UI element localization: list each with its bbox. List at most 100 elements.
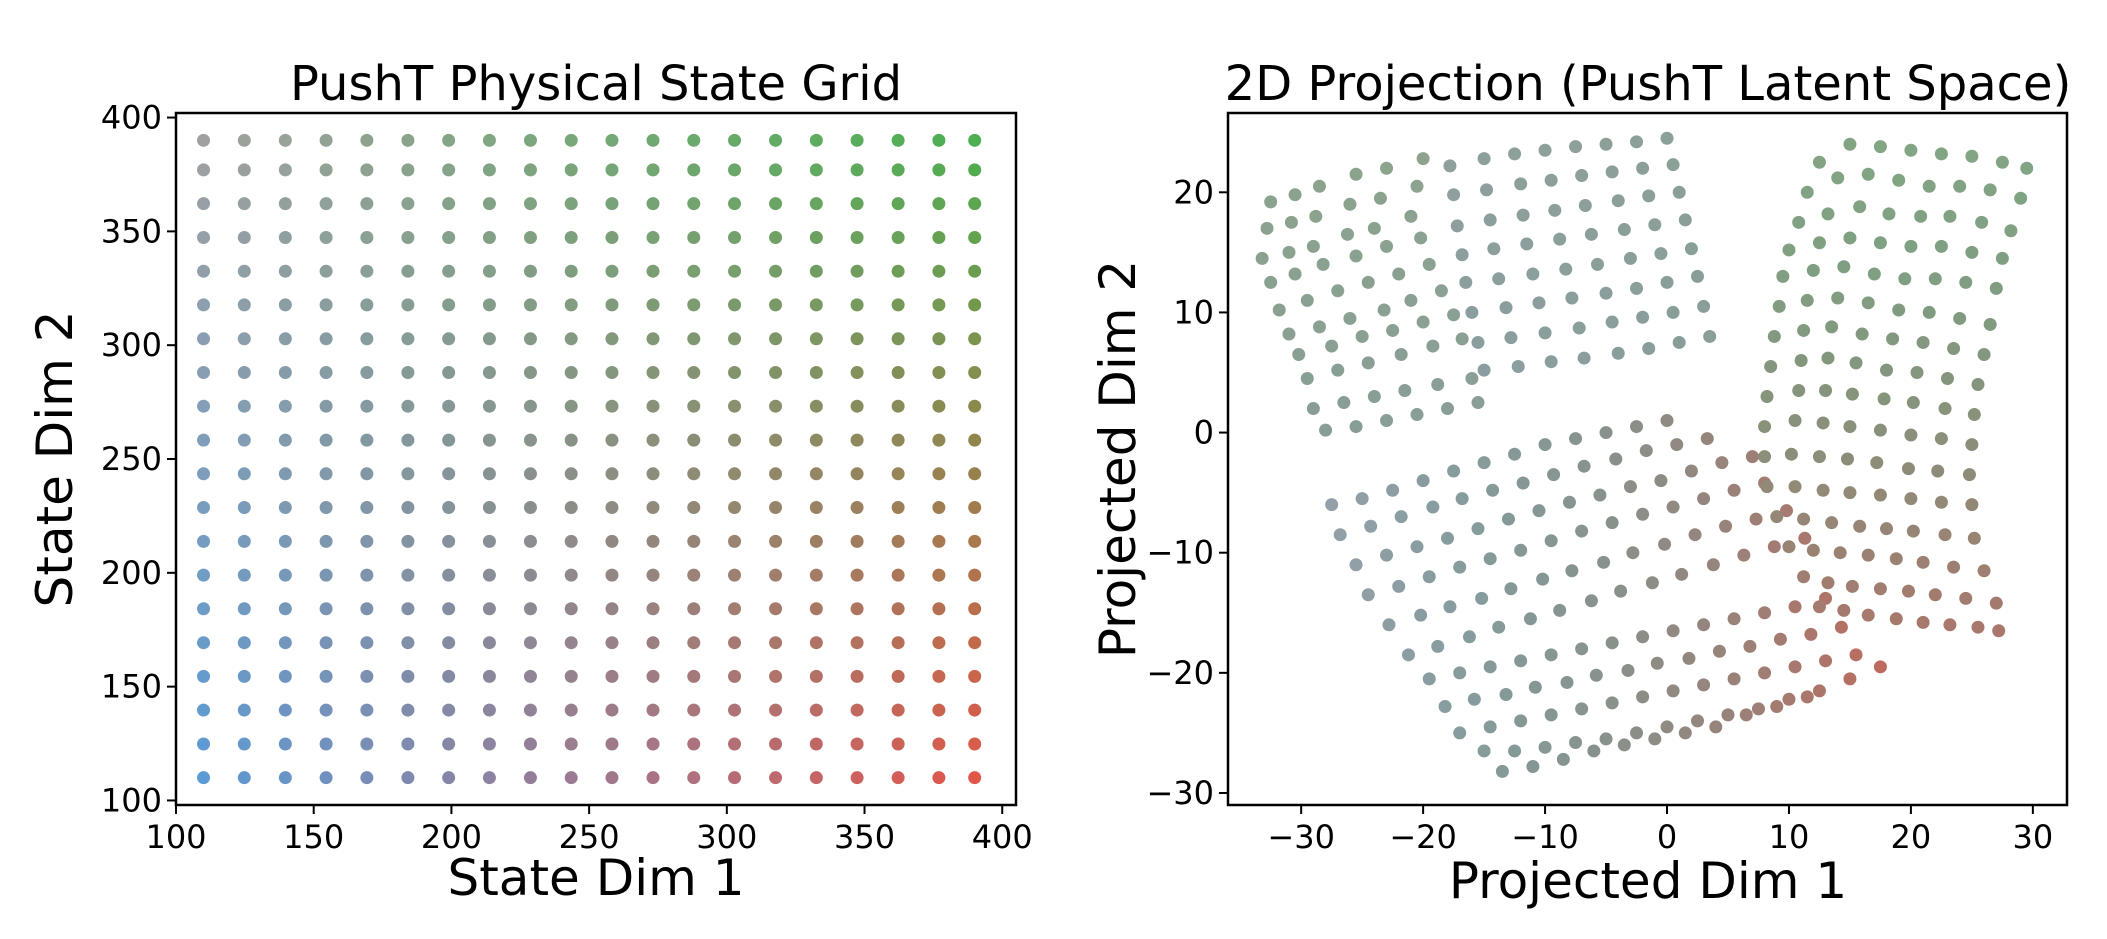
grid-point bbox=[850, 264, 864, 278]
projected-point bbox=[1325, 498, 1339, 512]
projected-point bbox=[1504, 331, 1518, 345]
grid-point bbox=[968, 399, 982, 413]
projected-point bbox=[1825, 320, 1839, 334]
projected-point bbox=[1361, 356, 1375, 370]
projected-point bbox=[1544, 534, 1558, 548]
projected-point bbox=[1760, 480, 1774, 494]
right-x-tick-label: 20 bbox=[1891, 818, 1932, 856]
grid-point bbox=[809, 433, 823, 447]
grid-point bbox=[237, 231, 251, 245]
grid-point bbox=[523, 366, 537, 379]
grid-point bbox=[237, 771, 251, 785]
grid-point bbox=[769, 636, 783, 650]
projected-point bbox=[1758, 666, 1772, 680]
projected-point bbox=[1565, 291, 1579, 305]
grid-point bbox=[769, 133, 783, 147]
projected-point bbox=[1782, 243, 1796, 257]
projected-point bbox=[1367, 221, 1381, 235]
projected-point bbox=[1532, 296, 1546, 310]
grid-point bbox=[278, 602, 292, 616]
grid-point bbox=[278, 534, 292, 548]
projected-point bbox=[1441, 402, 1455, 416]
projected-point bbox=[1282, 327, 1296, 341]
projected-point bbox=[1499, 687, 1513, 701]
grid-point bbox=[932, 669, 946, 683]
right-axis-ticks: −30 −20 −10 0 10 20 30 −30 −20 −10 0 10 20 bbox=[1146, 173, 2053, 856]
grid-point bbox=[932, 737, 946, 751]
projected-point bbox=[1455, 332, 1469, 346]
projected-point bbox=[1355, 492, 1369, 506]
projected-point bbox=[1306, 402, 1320, 416]
grid-point bbox=[769, 771, 783, 785]
projected-point bbox=[1706, 558, 1720, 572]
projected-point bbox=[1727, 612, 1741, 626]
grid-point bbox=[278, 133, 292, 147]
right-x-axis-label: Projected Dim 1 bbox=[1449, 852, 1847, 910]
grid-point bbox=[728, 133, 742, 147]
grid-point bbox=[442, 332, 456, 346]
projected-point bbox=[1782, 692, 1796, 706]
grid-point bbox=[932, 366, 946, 379]
grid-point bbox=[237, 399, 251, 413]
projected-point bbox=[1553, 232, 1567, 246]
grid-point bbox=[319, 703, 333, 717]
projected-point bbox=[1447, 188, 1461, 202]
projected-point bbox=[1943, 618, 1957, 632]
projected-point bbox=[1536, 572, 1550, 586]
projected-point bbox=[1967, 408, 1981, 422]
projected-point bbox=[1453, 726, 1467, 740]
grid-point bbox=[442, 298, 456, 312]
grid-point bbox=[237, 433, 251, 447]
left-axis-ticks: 100 150 200 250 300 350 400 100 150 200 250 300 350 4… bbox=[101, 99, 1033, 856]
projected-point bbox=[1758, 450, 1772, 464]
grid-point bbox=[319, 467, 333, 481]
grid-point bbox=[197, 771, 211, 785]
grid-point bbox=[687, 163, 701, 177]
projected-point bbox=[1947, 341, 1961, 355]
projected-point bbox=[1516, 208, 1530, 222]
grid-point bbox=[769, 568, 783, 582]
grid-point bbox=[237, 197, 251, 211]
projected-point bbox=[1959, 591, 1973, 605]
grid-point bbox=[809, 332, 823, 346]
projected-point bbox=[1422, 672, 1436, 686]
grid-point bbox=[687, 703, 701, 717]
left-y-tick-label: 400 bbox=[101, 99, 162, 137]
right-plot-frame bbox=[1226, 111, 2069, 807]
grid-point bbox=[728, 264, 742, 278]
projected-point bbox=[1715, 456, 1729, 470]
grid-point bbox=[809, 298, 823, 312]
grid-point bbox=[605, 133, 619, 147]
projected-point bbox=[1660, 720, 1674, 734]
grid-point bbox=[401, 433, 415, 447]
grid-point bbox=[197, 163, 211, 177]
projected-point bbox=[1361, 588, 1375, 602]
grid-point bbox=[482, 467, 496, 481]
grid-point bbox=[809, 366, 823, 379]
grid-point bbox=[237, 703, 251, 717]
projected-point bbox=[1995, 251, 2009, 265]
projected-point bbox=[1560, 675, 1574, 689]
grid-point bbox=[197, 433, 211, 447]
left-y-tick-label: 300 bbox=[101, 326, 162, 364]
grid-point bbox=[401, 163, 415, 177]
grid-point bbox=[237, 602, 251, 616]
projected-point bbox=[1477, 152, 1491, 166]
projected-point bbox=[1853, 200, 1867, 214]
projected-point bbox=[1855, 327, 1869, 341]
grid-point bbox=[319, 264, 333, 278]
projected-point bbox=[1453, 560, 1467, 574]
projected-point bbox=[1492, 272, 1506, 286]
projected-point bbox=[1798, 531, 1812, 545]
grid-point bbox=[197, 231, 211, 245]
projected-point bbox=[1605, 636, 1619, 650]
grid-point bbox=[360, 534, 374, 548]
projected-point bbox=[1833, 546, 1847, 560]
projected-point bbox=[1544, 648, 1558, 662]
grid-point bbox=[197, 467, 211, 481]
projected-point bbox=[1465, 305, 1479, 319]
grid-point bbox=[197, 264, 211, 278]
grid-point bbox=[319, 636, 333, 650]
grid-point bbox=[728, 433, 742, 447]
grid-point bbox=[891, 197, 905, 211]
